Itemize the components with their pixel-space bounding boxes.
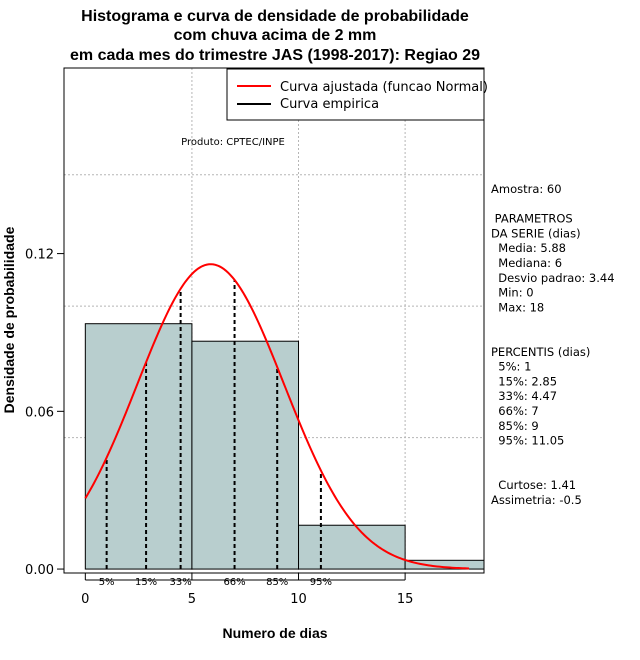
histogram-bars <box>84 323 485 570</box>
legend: Curva ajustada (funcao Normal) Curva emp… <box>226 68 488 121</box>
y-tick-label-1: 0.06 <box>25 405 54 420</box>
percentile-label-0: 5% <box>99 577 115 588</box>
stat-line-15: 66%: 7 <box>491 404 539 418</box>
chart-title-line-1: Histograma e curva de densidade de proba… <box>81 8 469 25</box>
percentile-label-4: 85% <box>266 577 288 588</box>
plot-frame <box>63 67 485 574</box>
percentile-label-1: 15% <box>135 577 157 588</box>
stat-line-7: Min: 0 <box>491 286 534 300</box>
percentile-lines: 5% 15% 33% 66% 85% 95% <box>99 279 332 588</box>
percentile-label-5: 95% <box>310 577 332 588</box>
percentile-label-3: 66% <box>223 577 245 588</box>
percentile-label-2: 33% <box>170 577 192 588</box>
y-tick-label-0: 0.00 <box>25 563 54 578</box>
stat-line-20: Curtose: 1.41 <box>491 478 576 492</box>
stat-line-21: Assimetria: -0.5 <box>491 493 582 507</box>
stat-line-14: 33%: 4.47 <box>491 389 557 403</box>
x-tick-label-0: 0 <box>81 592 89 607</box>
x-tick-label-1: 5 <box>188 592 196 607</box>
histogram-bar-1 <box>191 340 300 570</box>
histogram-bar-2 <box>298 524 406 570</box>
stat-line-0: Amostra: 60 <box>491 182 562 196</box>
stat-line-3: DA SERIE (dias) <box>491 226 581 240</box>
stat-line-11: PERCENTIS (dias) <box>491 345 590 359</box>
stat-line-4: Media: 5.88 <box>491 241 566 255</box>
chart-title-line-2: com chuva acima de 2 mm <box>174 27 377 44</box>
x-tick-label-3: 15 <box>397 592 414 607</box>
x-tick-label-2: 10 <box>290 592 307 607</box>
axes: 0 5 10 15 0.00 0.06 0.12 <box>25 248 413 607</box>
normal-fit-curve <box>84 263 470 570</box>
stat-line-16: 85%: 9 <box>491 419 539 433</box>
legend-box <box>226 68 485 121</box>
histogram-bar-0 <box>84 323 193 570</box>
stat-line-6: Desvio padrao: 3.44 <box>491 271 615 285</box>
stat-line-2: PARAMETROS <box>491 212 573 226</box>
stat-line-12: 5%: 1 <box>491 360 531 374</box>
chart-title-line-3: em cada mes do trimestre JAS (1998-2017)… <box>70 47 480 64</box>
stat-line-17: 95%: 11.05 <box>491 434 564 448</box>
stat-line-8: Max: 18 <box>491 300 544 314</box>
y-axis-title: Densidade de probabilidade <box>1 226 17 413</box>
legend-label-fitted: Curva ajustada (funcao Normal) <box>280 80 488 95</box>
stat-line-5: Mediana: 6 <box>491 256 562 270</box>
normal-curve-layer <box>84 263 470 570</box>
stat-line-13: 15%: 2.85 <box>491 374 557 388</box>
product-annotation: Produto: CPTEC/INPE <box>181 137 285 148</box>
y-tick-label-2: 0.12 <box>25 248 54 263</box>
x-axis-title: Numero de dias <box>222 625 327 641</box>
legend-label-empirical: Curva empirica <box>280 97 379 112</box>
